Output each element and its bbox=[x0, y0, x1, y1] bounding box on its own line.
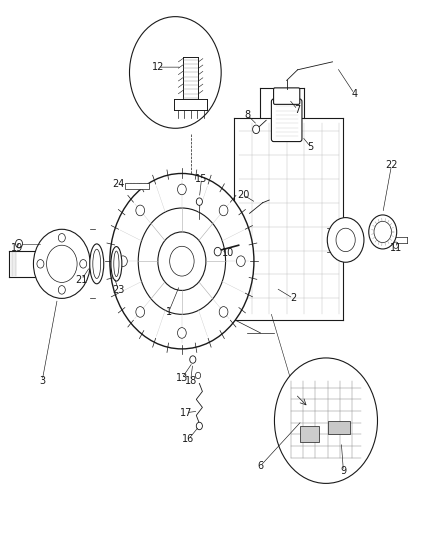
Circle shape bbox=[37, 260, 44, 268]
Ellipse shape bbox=[114, 251, 119, 277]
Circle shape bbox=[138, 208, 226, 314]
Text: 6: 6 bbox=[258, 461, 264, 471]
Text: 15: 15 bbox=[195, 174, 208, 184]
Circle shape bbox=[58, 286, 65, 294]
Text: 10: 10 bbox=[222, 248, 234, 258]
Circle shape bbox=[327, 217, 364, 262]
Circle shape bbox=[177, 328, 186, 338]
Ellipse shape bbox=[93, 249, 101, 278]
Ellipse shape bbox=[111, 247, 122, 281]
Circle shape bbox=[195, 372, 201, 378]
Text: 21: 21 bbox=[75, 275, 88, 285]
Text: 24: 24 bbox=[113, 179, 125, 189]
Circle shape bbox=[393, 242, 399, 248]
Text: 23: 23 bbox=[113, 286, 125, 295]
Circle shape bbox=[110, 173, 254, 349]
Circle shape bbox=[190, 356, 196, 364]
Circle shape bbox=[237, 256, 245, 266]
Text: 3: 3 bbox=[39, 376, 45, 386]
Circle shape bbox=[58, 233, 65, 242]
Circle shape bbox=[15, 239, 22, 248]
Circle shape bbox=[46, 245, 77, 282]
FancyBboxPatch shape bbox=[272, 99, 302, 142]
Circle shape bbox=[158, 232, 206, 290]
Text: 13: 13 bbox=[176, 373, 188, 383]
Text: 22: 22 bbox=[385, 160, 398, 171]
Circle shape bbox=[136, 306, 145, 317]
Text: 7: 7 bbox=[294, 104, 301, 115]
Text: 8: 8 bbox=[244, 110, 251, 120]
Circle shape bbox=[136, 205, 145, 216]
Circle shape bbox=[336, 228, 355, 252]
Text: 18: 18 bbox=[184, 376, 197, 386]
Circle shape bbox=[177, 184, 186, 195]
Bar bbox=[125, 182, 149, 189]
Circle shape bbox=[130, 17, 221, 128]
Circle shape bbox=[253, 125, 260, 134]
Circle shape bbox=[170, 246, 194, 276]
Circle shape bbox=[219, 205, 228, 216]
Circle shape bbox=[374, 221, 392, 243]
Circle shape bbox=[196, 422, 202, 430]
Text: 11: 11 bbox=[390, 243, 402, 253]
Text: 9: 9 bbox=[340, 466, 346, 476]
Circle shape bbox=[80, 260, 87, 268]
Text: 5: 5 bbox=[307, 142, 314, 152]
Text: 16: 16 bbox=[182, 434, 194, 445]
Circle shape bbox=[369, 215, 397, 249]
Text: 17: 17 bbox=[180, 408, 192, 418]
Bar bbox=[300, 426, 319, 442]
Circle shape bbox=[196, 198, 202, 205]
Circle shape bbox=[214, 247, 221, 256]
Text: 4: 4 bbox=[351, 88, 357, 99]
Bar bbox=[328, 421, 350, 434]
Circle shape bbox=[275, 358, 378, 483]
Text: 2: 2 bbox=[290, 293, 297, 303]
Text: 20: 20 bbox=[237, 190, 249, 200]
Ellipse shape bbox=[90, 244, 104, 284]
FancyBboxPatch shape bbox=[274, 88, 300, 104]
Text: 19: 19 bbox=[11, 243, 23, 253]
Circle shape bbox=[219, 306, 228, 317]
Text: 1: 1 bbox=[166, 306, 172, 317]
Circle shape bbox=[33, 229, 90, 298]
Text: 12: 12 bbox=[152, 62, 164, 72]
Circle shape bbox=[119, 256, 127, 266]
